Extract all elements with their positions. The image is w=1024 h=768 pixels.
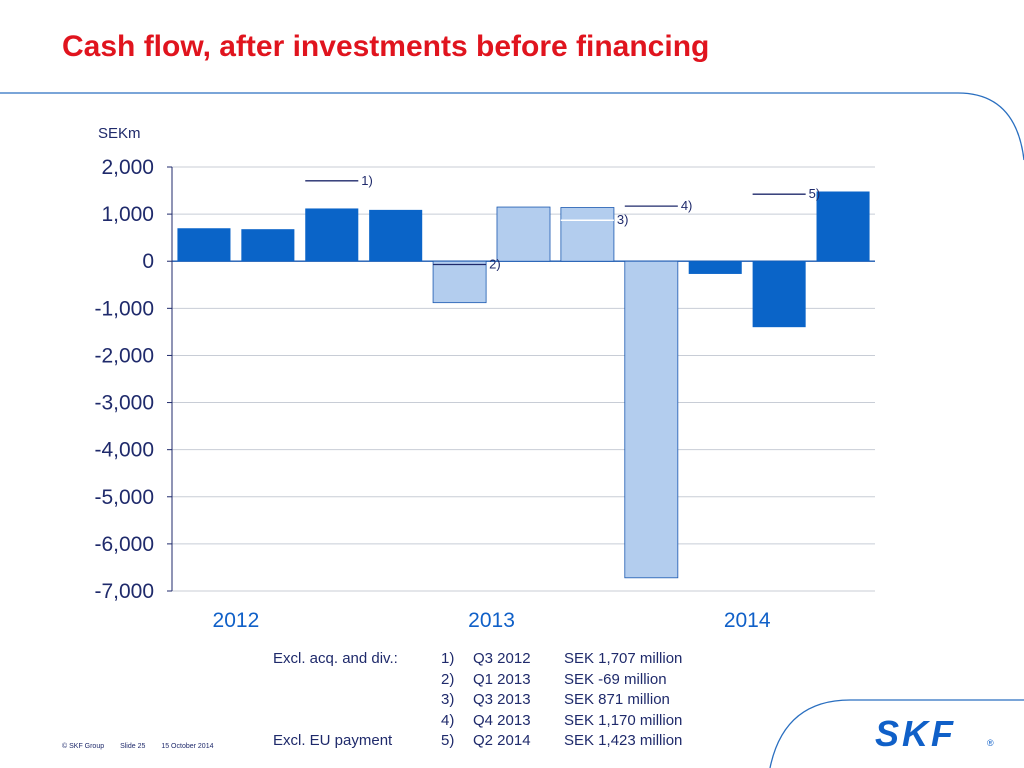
footnote-period: Q4 2013 — [473, 711, 531, 729]
footnote-period: Q3 2013 — [473, 691, 531, 708]
footnote-number: 4) — [441, 711, 455, 729]
y-tick-label: -1,000 — [94, 297, 154, 320]
bar — [752, 261, 806, 328]
note-marker-label: 5) — [809, 186, 821, 201]
footnote-label: Excl. acq. and div.: — [273, 650, 398, 667]
year-label: 2013 — [468, 609, 515, 632]
footnote-value: SEK 1,423 million — [564, 732, 683, 749]
footnote-period: Q2 2014 — [473, 732, 531, 749]
footnote-label: Excl. EU payment — [273, 732, 393, 749]
y-tick-label: -6,000 — [94, 533, 154, 556]
bar — [432, 260, 487, 304]
note-marker-label: 2) — [489, 256, 501, 271]
year-label: 2012 — [213, 609, 260, 632]
bar — [241, 229, 295, 262]
note-markers: 1) 2) 3) 4) 5) — [305, 173, 821, 271]
footnote-number: 2) — [441, 670, 455, 688]
y-tick-label: -2,000 — [94, 344, 154, 367]
footnote-period: Q1 2013 — [473, 670, 531, 688]
note-marker-label: 1) — [361, 173, 373, 188]
footnote-number: 5) — [441, 732, 455, 749]
y-tick-label: -5,000 — [94, 486, 154, 509]
footnote-value: SEK 1,707 million — [564, 650, 683, 667]
registered-mark: ® — [987, 738, 994, 748]
note-marker-label: 4) — [681, 198, 693, 213]
bar — [688, 261, 742, 274]
footer-slide-number: Slide 25 — [120, 743, 146, 750]
footer-copyright: © SKF Group — [62, 743, 105, 750]
bar — [369, 209, 423, 262]
y-tick-label: -3,000 — [94, 392, 154, 415]
footer-date: 15 October 2014 — [161, 743, 214, 750]
note-marker-label: 3) — [617, 212, 629, 227]
year-labels: 2012 2013 2014 — [213, 609, 771, 632]
y-tick-label: -7,000 — [94, 580, 154, 603]
y-tick-labels: 2,000 1,000 0 -1,000 -2,000 -3,000 -4,000 -5,00… — [94, 156, 154, 603]
y-tick-label: -4,000 — [94, 439, 154, 462]
footnote-value: SEK 871 million — [564, 691, 670, 708]
bar — [305, 208, 359, 262]
y-tick-label: 2,000 — [101, 156, 154, 179]
footnote-period: Q3 2012 — [473, 650, 531, 667]
unit-label: SEKm — [98, 125, 141, 142]
footnote-value: SEK 1,170 million — [564, 711, 683, 729]
bar — [816, 191, 870, 262]
bars — [177, 191, 870, 579]
bar — [177, 228, 231, 262]
bar — [496, 206, 551, 262]
bar — [560, 207, 615, 262]
skf-logo: SKF — [875, 713, 956, 754]
footer: © SKF Group Slide 25 15 October 2014 — [62, 743, 227, 750]
bar — [624, 260, 679, 579]
footnote-value: SEK -69 million — [564, 670, 667, 688]
slide-title: Cash flow, after investments before fina… — [62, 30, 710, 63]
decor-top-curve — [0, 92, 1024, 161]
footnote-number: 3) — [441, 691, 455, 708]
decor-bottom-curve — [769, 699, 1024, 768]
footnote-number: 1) — [441, 650, 455, 667]
y-tick-label: 0 — [142, 250, 154, 273]
year-label: 2014 — [724, 609, 771, 632]
y-tick-label: 1,000 — [101, 203, 154, 226]
